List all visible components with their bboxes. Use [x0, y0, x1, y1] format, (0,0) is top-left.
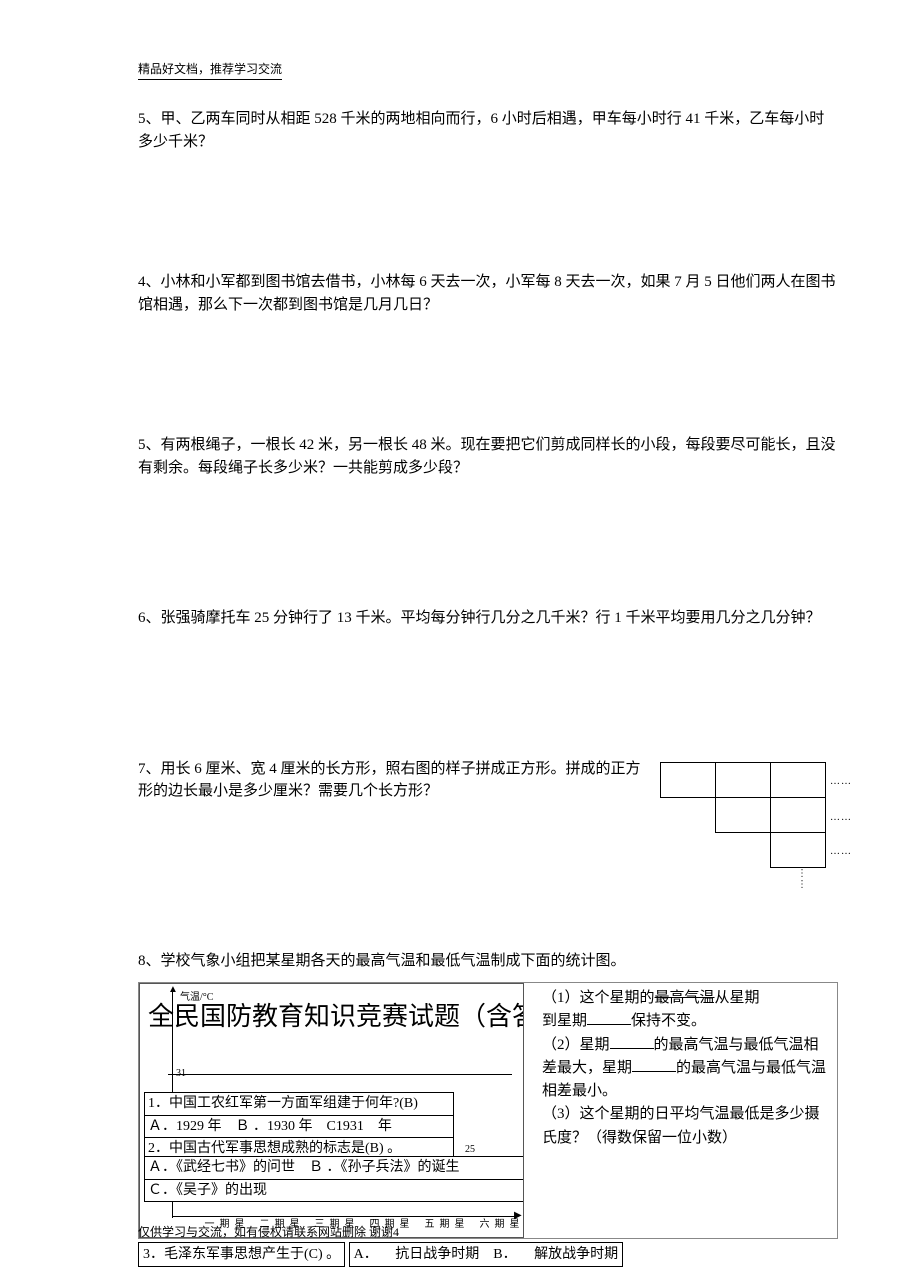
quiz-q3-opt: A． 抗日战争时期 B． 解放战争时期: [349, 1242, 623, 1267]
quiz-continuation: 3．毛泽东军事思想产生于(C) 。 A． 抗日战争时期 B． 解放战争时期: [138, 1241, 838, 1267]
q6-prefix: 6、: [138, 610, 161, 626]
q8-line: （1）这个星期的: [542, 990, 655, 1006]
overlay-title: 全民国防教育知识竞赛试题（含答案）: [148, 996, 524, 1033]
spacer: [138, 630, 838, 730]
q4-prefix: 4、: [138, 274, 161, 290]
footer-text: 仅供学习与交流，如有侵权请联系网站删除 谢谢: [138, 1225, 393, 1239]
page-footer: 仅供学习与交流，如有侵权请联系网站删除 谢谢4: [138, 1223, 399, 1240]
quiz-overlay-2: Ａ．《武经七书》的问世 Ｂ ．《孙子兵法》的诞生 Ｃ．《吴子》的出现: [144, 1156, 524, 1202]
q8-line: （3）这个星期的日平均气温最低是多少摄氏度？（得数保留一位小数）: [542, 1103, 831, 1150]
spacer: [138, 153, 838, 243]
q8-text: 学校气象小组把某星期各天的最高气温和最低气温制成下面的统计图。: [161, 953, 626, 969]
q4-text: 小林和小军都到图书馆去借书，小林每 6 天去一次，小军每 8 天去一次，如果 7…: [138, 274, 836, 313]
q5-text: 有两根绳子，一根长 42 米，另一根长 48 米。现在要把它们剪成同样长的小段，…: [138, 437, 836, 476]
header-note: 精品好文档，推荐学习交流: [138, 60, 282, 80]
xlabel: 星期六: [475, 1218, 520, 1237]
question-4: 4、小林和小军都到图书馆去借书，小林每 6 天去一次，小军每 8 天去一次，如果…: [138, 271, 838, 316]
rectangle-diagram: …… …… …… ⋯⋯: [660, 762, 838, 882]
quiz-q1: 1．中国工农红军第一方面军组建于何年?(B): [145, 1093, 453, 1116]
q8-layout: 气温/°C ▲ ▶ 31 25 26 星期一 星期二 星期三 星期四 星期五 星…: [138, 982, 838, 1239]
xlabel: 星期五: [420, 1218, 465, 1237]
q8-line: 从星期: [715, 990, 760, 1006]
page-number: 4: [393, 1225, 399, 1239]
quiz-overlay-1: 1．中国工农红军第一方面军组建于何年?(B) Ａ．1929 年 Ｂ ．1930 …: [144, 1092, 454, 1162]
quiz-q3: 3．毛泽东军事思想产生于(C) 。: [138, 1242, 345, 1267]
question-8: 8、学校气象小组把某星期各天的最高气温和最低气温制成下面的统计图。: [138, 950, 838, 973]
overlay-num: 25: [465, 1144, 475, 1155]
question-3: 5、甲、乙两车同时从相距 528 千米的两地相向而行，6 小时后相遇，甲车每小时…: [138, 108, 838, 153]
q7-prefix: 7、: [138, 761, 161, 777]
q8-line: 保持不变。: [631, 1013, 706, 1029]
arrow-up-icon: ▲: [168, 984, 178, 995]
q7-text: 用长 6 厘米、宽 4 厘米的长方形，照右图的样子拼成正方形。拼成的正方形的边长…: [138, 761, 641, 800]
q6-text: 张强骑摩托车 25 分钟行了 13 千米。平均每分钟行几分之几千米？行 1 千米…: [161, 610, 821, 626]
question-7: 7、用长 6 厘米、宽 4 厘米的长方形，照右图的样子拼成正方形。拼成的正方形的…: [138, 758, 838, 882]
quiz-q2-opt: Ａ．《武经七书》的问世 Ｂ ．《孙子兵法》的诞生: [145, 1157, 523, 1180]
page-content: 精品好文档，推荐学习交流 5、甲、乙两车同时从相距 528 千米的两地相向而行，…: [138, 60, 838, 1267]
quiz-q1-opt: Ａ．1929 年 Ｂ ．1930 年 C1931 年: [145, 1116, 453, 1139]
spacer: [138, 479, 838, 579]
q5-prefix: 5、: [138, 437, 161, 453]
question-5: 5、有两根绳子，一根长 42 米，另一根长 48 米。现在要把它们剪成同样长的小…: [138, 434, 838, 479]
spacer: [138, 316, 838, 406]
q8-line: （2）星期: [542, 1037, 610, 1053]
x-axis: [172, 1216, 517, 1217]
chart-area: 气温/°C ▲ ▶ 31 25 26 星期一 星期二 星期三 星期四 星期五 星…: [139, 983, 524, 1238]
q8-line: 到星期: [542, 1013, 587, 1029]
q8-subquestions: （1）这个星期的最高气温从星期 到星期保持不变。 （2）星期的最高气温与最低气温…: [536, 983, 837, 1238]
quiz-q2-opt2: Ｃ．《吴子》的出现: [145, 1180, 523, 1202]
question-6: 6、张强骑摩托车 25 分钟行了 13 千米。平均每分钟行几分之几千米？行 1 …: [138, 607, 838, 630]
spacer: [138, 882, 838, 922]
q3-prefix: 5、: [138, 111, 161, 127]
q3-text: 甲、乙两车同时从相距 528 千米的两地相向而行，6 小时后相遇，甲车每小时行 …: [138, 111, 824, 150]
q8-prefix: 8、: [138, 953, 161, 969]
